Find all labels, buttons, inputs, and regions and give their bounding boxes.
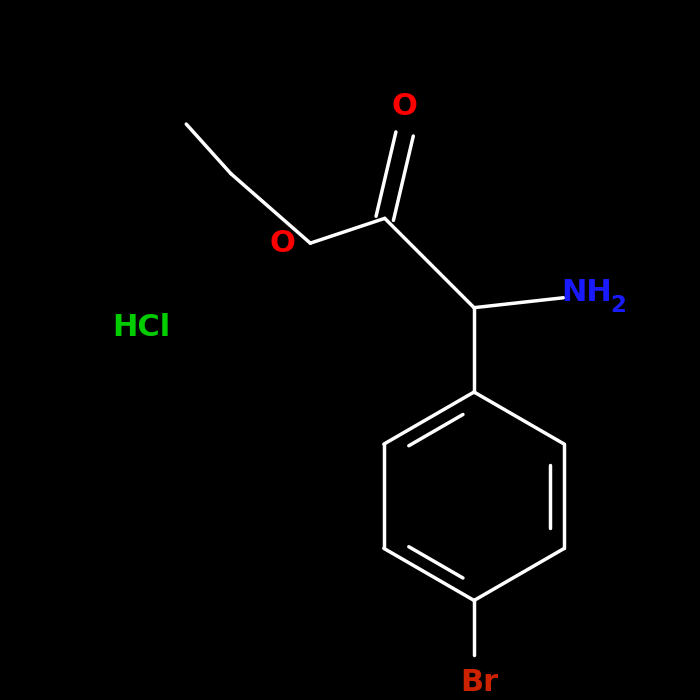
- Text: O: O: [391, 92, 417, 120]
- Text: 2: 2: [610, 294, 626, 317]
- Text: NH: NH: [561, 279, 612, 307]
- Text: HCl: HCl: [113, 313, 171, 342]
- Text: Br: Br: [460, 668, 498, 697]
- Text: O: O: [270, 229, 295, 258]
